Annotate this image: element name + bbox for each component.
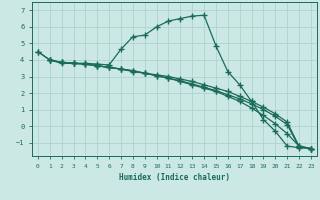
X-axis label: Humidex (Indice chaleur): Humidex (Indice chaleur) [119, 173, 230, 182]
